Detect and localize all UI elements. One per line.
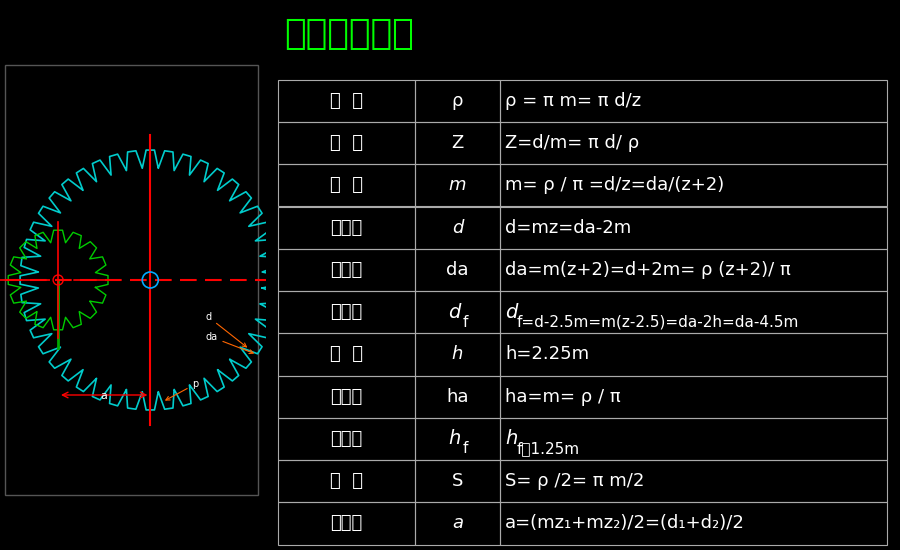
Text: a: a [101, 391, 108, 401]
Bar [415, 333, 500, 376]
Text: 齿顶高: 齿顶高 [330, 388, 363, 406]
Bar [278, 249, 415, 291]
Text: d: d [452, 218, 464, 236]
Bar [500, 80, 887, 122]
Bar [415, 206, 500, 249]
Text: S: S [452, 472, 464, 490]
Bar [500, 418, 887, 460]
Text: ρ: ρ [452, 92, 464, 110]
Bar [415, 80, 500, 122]
Bar [278, 206, 415, 249]
Text: da=m(z+2)=d+2m= ρ (z+2)/ π: da=m(z+2)=d+2m= ρ (z+2)/ π [505, 261, 791, 279]
Text: f: f [463, 441, 468, 456]
Bar [415, 460, 500, 502]
Text: d=mz=da-2m: d=mz=da-2m [505, 218, 632, 236]
Text: m: m [449, 177, 466, 194]
Text: 齿根高: 齿根高 [330, 430, 363, 448]
Bar [278, 418, 415, 460]
Text: 齿  距: 齿 距 [330, 92, 363, 110]
Text: d: d [505, 302, 518, 322]
Text: Z=d/m= π d/ ρ: Z=d/m= π d/ ρ [505, 134, 640, 152]
Text: 齿顶圆: 齿顶圆 [330, 261, 363, 279]
Text: 齿根圆: 齿根圆 [330, 303, 363, 321]
Text: Z: Z [451, 134, 464, 152]
Bar [415, 249, 500, 291]
Bar [415, 502, 500, 544]
Bar [415, 122, 500, 164]
Text: 齿  高: 齿 高 [330, 345, 363, 364]
Bar [278, 333, 415, 376]
Text: 中心距: 中心距 [330, 514, 363, 532]
Text: 分度圆: 分度圆 [330, 218, 363, 236]
Bar [500, 333, 887, 376]
Text: a=(mz₁+mz₂)/2=(d₁+d₂)/2: a=(mz₁+mz₂)/2=(d₁+d₂)/2 [505, 514, 745, 532]
Bar [500, 291, 887, 333]
Text: ρ = π m= π d/z: ρ = π m= π d/z [505, 92, 642, 110]
Bar [500, 249, 887, 291]
Text: f=d-2.5m=m(z-2.5)=da-2h=da-4.5m: f=d-2.5m=m(z-2.5)=da-2h=da-4.5m [517, 315, 799, 329]
Bar [278, 376, 415, 418]
Bar [500, 164, 887, 206]
Bar [500, 502, 887, 544]
Bar [415, 376, 500, 418]
Bar [5, 65, 258, 495]
Text: 模  数: 模 数 [330, 177, 363, 194]
Text: 齿  厚: 齿 厚 [330, 472, 363, 490]
Text: h: h [448, 430, 461, 448]
Text: h: h [452, 345, 464, 364]
Text: f: f [463, 315, 468, 329]
Text: da: da [205, 332, 253, 354]
Bar [278, 291, 415, 333]
Bar [278, 80, 415, 122]
Bar [278, 122, 415, 164]
Bar [278, 460, 415, 502]
Text: a: a [452, 514, 463, 532]
Text: d: d [448, 302, 461, 322]
Text: m= ρ / π =d/z=da/(z+2): m= ρ / π =d/z=da/(z+2) [505, 177, 724, 194]
Text: h: h [505, 430, 518, 448]
Bar [500, 122, 887, 164]
Bar [415, 291, 500, 333]
Bar [278, 502, 415, 544]
Text: da: da [446, 261, 469, 279]
Text: d: d [205, 312, 247, 347]
Text: f＝1.25m: f＝1.25m [517, 441, 580, 456]
Bar [415, 164, 500, 206]
Text: ha: ha [446, 388, 469, 406]
Bar [500, 460, 887, 502]
Bar [500, 376, 887, 418]
Bar [415, 418, 500, 460]
Bar [500, 206, 887, 249]
Text: S= ρ /2= π m/2: S= ρ /2= π m/2 [505, 472, 644, 490]
Text: 齿  数: 齿 数 [330, 134, 363, 152]
Text: ha=m= ρ / π: ha=m= ρ / π [505, 388, 621, 406]
Text: p: p [166, 379, 199, 400]
Bar [278, 164, 415, 206]
Text: h=2.25m: h=2.25m [505, 345, 590, 364]
Text: 直齿模数齿轮: 直齿模数齿轮 [284, 16, 414, 51]
